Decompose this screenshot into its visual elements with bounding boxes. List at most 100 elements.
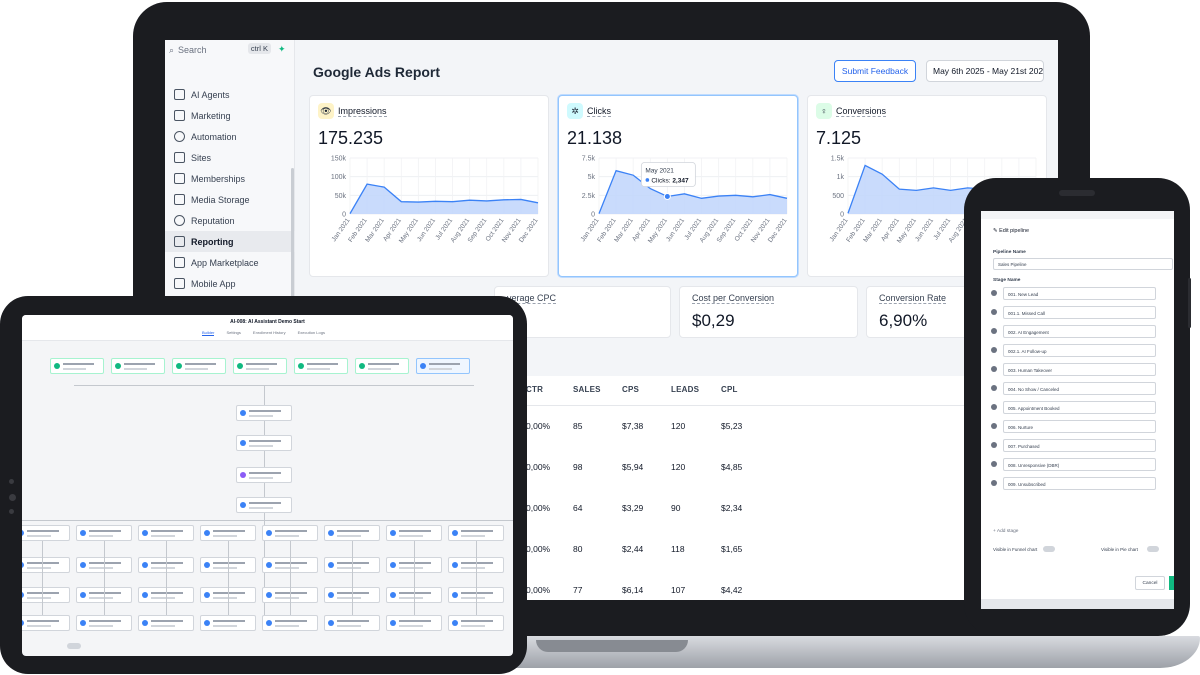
remove-stage-icon[interactable] — [991, 328, 997, 334]
pie-toggle[interactable] — [1147, 546, 1159, 552]
workflow-node[interactable] — [262, 525, 318, 541]
stage-row[interactable]: 003. Human Takeover — [991, 363, 1156, 376]
save-button[interactable] — [1169, 576, 1174, 590]
date-range-picker[interactable]: May 6th 2025 - May 21st 2025 — [926, 60, 1044, 82]
stage-name-input[interactable]: 004. No Show / Canceled — [1003, 382, 1156, 395]
workflow-node[interactable] — [324, 525, 380, 541]
workflow-node[interactable] — [22, 587, 70, 603]
workflow-node[interactable] — [448, 525, 504, 541]
workflow-node[interactable] — [233, 358, 287, 374]
remove-stage-icon[interactable] — [991, 480, 997, 486]
stage-row[interactable]: 009. Unsubscribed — [991, 477, 1156, 490]
column-header[interactable]: SALES — [573, 385, 601, 394]
stage-name-input[interactable]: 002. AI Engagement — [1003, 325, 1156, 338]
workflow-node[interactable] — [50, 358, 104, 374]
sidebar-item-reporting[interactable]: Reporting — [165, 231, 295, 252]
workflow-node[interactable] — [236, 405, 292, 421]
workflow-node[interactable] — [416, 358, 470, 374]
tab-builder[interactable]: Builder — [202, 330, 215, 336]
remove-stage-icon[interactable] — [991, 290, 997, 296]
workflow-node[interactable] — [172, 358, 226, 374]
column-header[interactable]: CPL — [721, 385, 738, 394]
sidebar-item-ai-agents[interactable]: AI Agents — [165, 84, 295, 105]
tab-settings[interactable]: Settings — [226, 330, 241, 335]
star-icon — [174, 215, 185, 226]
column-header[interactable]: CPS — [622, 385, 640, 394]
workflow-node[interactable] — [22, 525, 70, 541]
workflow-node[interactable] — [355, 358, 409, 374]
workflow-node[interactable] — [448, 615, 504, 631]
stage-row[interactable]: 008. Unresponsive (DBR) — [991, 458, 1156, 471]
pipeline-name-input[interactable]: Sales Pipeline — [993, 258, 1173, 270]
stage-row[interactable]: 007. Purchased — [991, 439, 1156, 452]
remove-stage-icon[interactable] — [991, 461, 997, 467]
sidebar-item-reputation[interactable]: Reputation — [165, 210, 295, 231]
stage-row[interactable]: 005. Appointment Booked — [991, 401, 1156, 414]
bulb-icon: ♀ — [816, 103, 832, 119]
workflow-node[interactable] — [262, 615, 318, 631]
stage-row[interactable]: 001.1. Missed Call — [991, 306, 1156, 319]
remove-stage-icon[interactable] — [991, 404, 997, 410]
stage-name-input[interactable]: 003. Human Takeover — [1003, 363, 1156, 376]
workflow-node[interactable] — [236, 497, 292, 513]
workflow-node[interactable] — [22, 557, 70, 573]
stage-row[interactable]: 001. New Lead — [991, 287, 1156, 300]
node-icon — [22, 562, 24, 568]
sidebar-item-marketing[interactable]: Marketing — [165, 105, 295, 126]
stage-name-input[interactable]: 002.1. AI Follow-up — [1003, 344, 1156, 357]
workflow-node[interactable] — [236, 467, 292, 483]
remove-stage-icon[interactable] — [991, 347, 997, 353]
remove-stage-icon[interactable] — [991, 442, 997, 448]
sidebar-item-app-marketplace[interactable]: App Marketplace — [165, 252, 295, 273]
sidebar-scrollbar[interactable] — [291, 168, 294, 338]
workflow-node[interactable] — [138, 525, 194, 541]
sidebar-item-automation[interactable]: Automation — [165, 126, 295, 147]
stage-row[interactable]: 006. Nurture — [991, 420, 1156, 433]
funnel-toggle[interactable] — [1043, 546, 1055, 552]
tab-execution-logs[interactable]: Execution Logs — [297, 330, 325, 335]
stage-name-input[interactable]: 005. Appointment Booked — [1003, 401, 1156, 414]
workflow-node[interactable] — [324, 615, 380, 631]
add-stage-button[interactable]: + Add stage — [993, 529, 1019, 534]
workflow-node[interactable] — [111, 358, 165, 374]
stage-name-input[interactable]: 009. Unsubscribed — [1003, 477, 1156, 490]
kpi-card-impressions[interactable]: 👁 Impressions 175.235 0 50k 100k 150k Jan 20… — [309, 95, 549, 277]
stage-row[interactable]: 002.1. AI Follow-up — [991, 344, 1156, 357]
stage-name-input[interactable]: 006. Nurture — [1003, 420, 1156, 433]
sidebar-item-memberships[interactable]: Memberships — [165, 168, 295, 189]
search-input[interactable]: ⌕ Search ctrl K — [169, 43, 271, 57]
remove-stage-icon[interactable] — [991, 385, 997, 391]
ai-spark-icon[interactable]: ✦ — [278, 44, 286, 54]
stage-row[interactable]: 002. AI Engagement — [991, 325, 1156, 338]
stage-name-input[interactable]: 008. Unresponsive (DBR) — [1003, 458, 1156, 471]
zoom-pill[interactable] — [67, 643, 81, 649]
area-fill — [350, 184, 538, 214]
workflow-node[interactable] — [76, 615, 132, 631]
stage-name-input[interactable]: 007. Purchased — [1003, 439, 1156, 452]
column-header[interactable]: CTR — [526, 385, 544, 394]
column-header[interactable]: LEADS — [671, 385, 700, 394]
tab-enrollment-history[interactable]: Enrollment History — [252, 330, 286, 335]
remove-stage-icon[interactable] — [991, 423, 997, 429]
workflow-node[interactable] — [22, 615, 70, 631]
workflow-node[interactable] — [200, 615, 256, 631]
cancel-button[interactable]: Cancel — [1135, 576, 1165, 590]
remove-stage-icon[interactable] — [991, 309, 997, 315]
remove-stage-icon[interactable] — [991, 366, 997, 372]
workflow-node[interactable] — [386, 525, 442, 541]
submit-feedback-button[interactable]: Submit Feedback — [834, 60, 916, 82]
workflow-node[interactable] — [200, 525, 256, 541]
stage-name-input[interactable]: 001. New Lead — [1003, 287, 1156, 300]
stage-name-input[interactable]: 001.1. Missed Call — [1003, 306, 1156, 319]
stage-row[interactable]: 004. No Show / Canceled — [991, 382, 1156, 395]
workflow-node[interactable] — [294, 358, 348, 374]
sidebar-item-mobile-app[interactable]: Mobile App — [165, 273, 295, 294]
workflow-node[interactable] — [76, 525, 132, 541]
kpi-card-clicks[interactable]: ✲ Clicks 21.138 0 2.5k 5k 7.5k Jan 2021 Feb 2… — [558, 95, 798, 277]
workflow-node[interactable] — [138, 615, 194, 631]
sidebar-item-sites[interactable]: Sites — [165, 147, 295, 168]
sidebar-item-media-storage[interactable]: Media Storage — [165, 189, 295, 210]
workflow-node[interactable] — [386, 615, 442, 631]
workflow-node[interactable] — [236, 435, 292, 451]
cost-per-conversion-card[interactable]: Cost per Conversion $0,29 — [679, 286, 858, 338]
